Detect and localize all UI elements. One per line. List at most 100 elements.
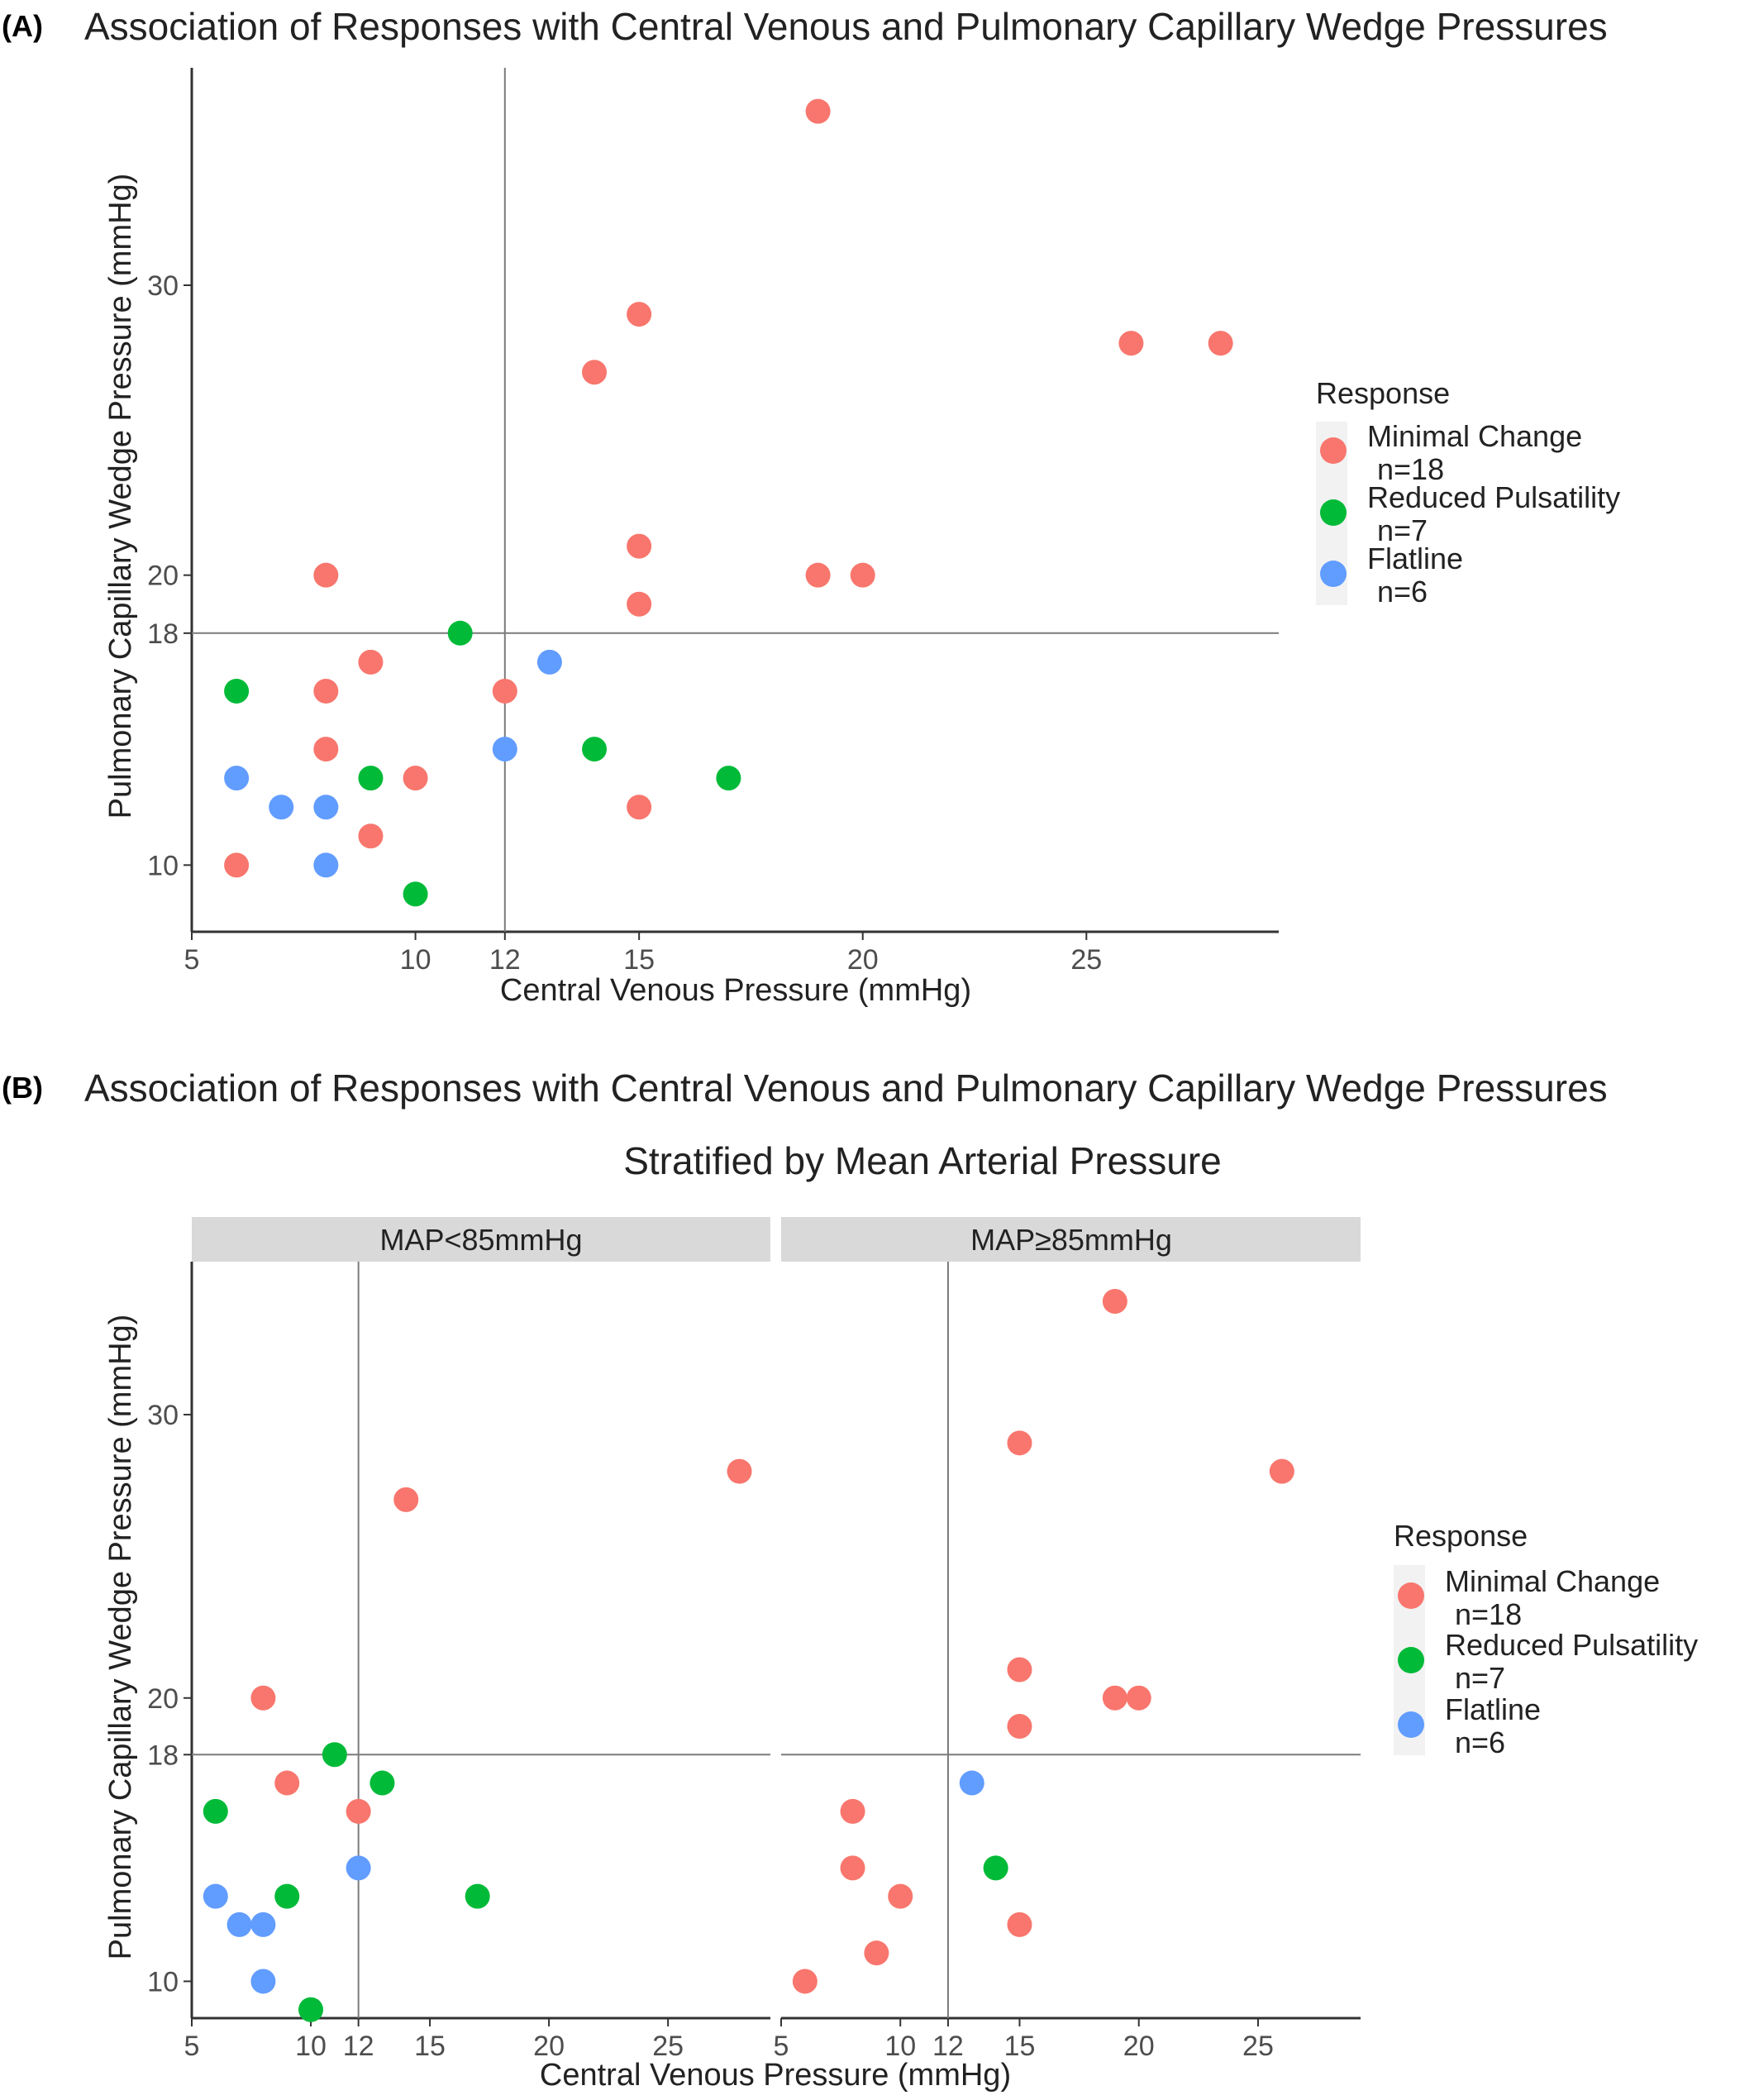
panel-b-legend-label-minimal-change: Minimal Change bbox=[1445, 1564, 1660, 1598]
panel-a-point-minimal-change bbox=[313, 678, 339, 704]
panel-b-right-x-tick-label: 15 bbox=[1004, 2031, 1036, 2062]
panel-b-left-point-reduced-pulsatility bbox=[322, 1742, 347, 1768]
panel-b-right-point-minimal-change bbox=[840, 1798, 865, 1824]
panel-b-left-y-tick-label: 20 bbox=[147, 1683, 179, 1715]
panel-b-right-point-minimal-change bbox=[1007, 1657, 1032, 1682]
panel-a-title: Association of Responses with Central Ve… bbox=[84, 5, 1608, 48]
panel-b-left-y-tick-label: 30 bbox=[147, 1400, 179, 1431]
panel-b-right-point-minimal-change bbox=[1007, 1430, 1032, 1456]
panel-a-legend-key-minimal-change bbox=[1320, 437, 1347, 464]
facet-strip-map-high bbox=[781, 1217, 1361, 1262]
panel-b-y-axis-label: Pulmonary Capillary Wedge Pressure (mmHg… bbox=[103, 1315, 138, 1960]
panel-b-left-point-reduced-pulsatility bbox=[298, 1997, 324, 2022]
panel-b-left-y-tick-label: 18 bbox=[147, 1740, 179, 1771]
panel-b-right-point-minimal-change bbox=[792, 1969, 818, 1994]
panel-b-left-x-tick-label: 5 bbox=[184, 2031, 200, 2062]
panel-a-legend-label-flatline: Flatline bbox=[1367, 542, 1463, 575]
panel-b-left-point-flatline bbox=[250, 1911, 276, 1937]
panel-a-point-minimal-change bbox=[805, 562, 831, 588]
panel-a-point-minimal-change bbox=[850, 562, 875, 588]
panel-b-right-point-flatline bbox=[959, 1770, 984, 1796]
panel-a-x-ticks: 5 10 12 15 20 25 bbox=[184, 932, 1102, 976]
panel-b-legend-key-minimal-change bbox=[1398, 1582, 1424, 1609]
panel-a-legend-key-reduced-pulsatility bbox=[1320, 499, 1347, 526]
panel-b-left-point-minimal-change bbox=[393, 1487, 419, 1512]
panel-b-left-point-reduced-pulsatility bbox=[203, 1798, 228, 1824]
panel-a-point-minimal-change bbox=[403, 766, 428, 791]
panel-a-y-ticks: 10 18 20 30 bbox=[147, 270, 192, 881]
panel-b-left-x-tick-label: 25 bbox=[652, 2031, 684, 2062]
panel-b-subtitle: Stratified by Mean Arterial Pressure bbox=[623, 1139, 1222, 1182]
panel-b-left-point-flatline bbox=[203, 1883, 228, 1909]
panel-a-point-reduced-pulsatility bbox=[716, 766, 741, 791]
panel-a-point-minimal-change bbox=[805, 98, 831, 124]
panel-a-legend-count-minimal-change: n=18 bbox=[1377, 452, 1444, 486]
panel-b-left-reference-lines bbox=[192, 1262, 770, 2018]
panel-a-x-tick-label: 20 bbox=[847, 944, 879, 976]
panel-a-point-minimal-change bbox=[358, 823, 384, 849]
panel-b-legend-count-flatline: n=6 bbox=[1455, 1725, 1505, 1759]
panel-a-reference-lines bbox=[192, 68, 1279, 932]
panel-b-right-x-tick-label: 10 bbox=[884, 2031, 916, 2062]
panel-b-title: Association of Responses with Central Ve… bbox=[84, 1067, 1608, 1110]
panel-a-letter: (A) bbox=[2, 9, 43, 43]
panel-b-legend-count-minimal-change: n=18 bbox=[1455, 1597, 1522, 1631]
panel-b-right-x-tick-label: 20 bbox=[1123, 2031, 1155, 2062]
panel-a-x-tick-label: 12 bbox=[489, 944, 521, 976]
panel-b-legend-title: Response bbox=[1394, 1519, 1528, 1553]
panel-b-right-point-minimal-change bbox=[888, 1883, 913, 1909]
panel-b-right-point-minimal-change bbox=[840, 1855, 865, 1881]
panel-a-x-axis-label: Central Venous Pressure (mmHg) bbox=[500, 973, 971, 1008]
panel-b-left-y-tick-label: 10 bbox=[147, 1966, 179, 1997]
panel-b-legend-key-flatline bbox=[1398, 1711, 1424, 1738]
facet-strip-label-map-low: MAP<85mmHg bbox=[379, 1223, 582, 1257]
panel-b-x-axis-label: Central Venous Pressure (mmHg) bbox=[540, 2058, 1011, 2093]
panel-b-right-x-ticks: 5 10 12 15 20 25 bbox=[774, 2018, 1274, 2062]
panel-b-left-point-minimal-change bbox=[727, 1458, 752, 1484]
panel-b-right-point-minimal-change bbox=[1269, 1458, 1294, 1484]
panel-a-legend-label-reduced-pulsatility: Reduced Pulsatility bbox=[1367, 480, 1620, 514]
panel-b-left-point-minimal-change bbox=[274, 1770, 300, 1796]
panel-b-legend-label-reduced-pulsatility: Reduced Pulsatility bbox=[1445, 1628, 1698, 1662]
panel-a-point-reduced-pulsatility bbox=[447, 620, 473, 646]
facet-strip-label-map-high: MAP≥85mmHg bbox=[970, 1223, 1172, 1257]
panel-b-left-plot: 10 18 20 30 5 10 12 15 20 25 bbox=[147, 1262, 770, 2062]
panel-a-plot: 10 18 20 30 5 10 12 15 20 25 Central Venous Pres… bbox=[103, 68, 1279, 1008]
panel-b-left-x-tick-label: 15 bbox=[414, 2031, 446, 2062]
panel-a-point-minimal-change bbox=[1118, 331, 1144, 356]
panel-a-point-minimal-change bbox=[313, 737, 339, 762]
panel-b-left-point-flatline bbox=[250, 1969, 276, 1994]
panel-a-y-axis-label: Pulmonary Capillary Wedge Pressure (mmHg… bbox=[103, 174, 138, 819]
panel-b-left-point-reduced-pulsatility bbox=[369, 1770, 395, 1796]
panel-b-right-x-tick-label: 25 bbox=[1242, 2031, 1274, 2062]
panel-a-point-minimal-change bbox=[1208, 331, 1233, 356]
panel-a-legend: Response Minimal Change n=18 Reduced Pul… bbox=[1316, 376, 1620, 609]
panel-a-x-tick-label: 15 bbox=[623, 944, 655, 976]
panel-b-left-point-minimal-change bbox=[250, 1685, 276, 1711]
panel-b-left-points bbox=[203, 1458, 752, 2022]
panel-b-legend-key-reduced-pulsatility bbox=[1398, 1647, 1424, 1673]
panel-b-right-point-minimal-change bbox=[1007, 1911, 1032, 1937]
panel-a-point-reduced-pulsatility bbox=[224, 678, 250, 704]
panel-a-point-minimal-change bbox=[358, 649, 384, 675]
panel-a-point-flatline bbox=[313, 795, 339, 820]
panel-b-left-point-minimal-change bbox=[346, 1798, 371, 1824]
panel-a-point-minimal-change bbox=[627, 591, 652, 617]
panel-a-x-tick-label: 25 bbox=[1070, 944, 1102, 976]
panel-a-point-flatline bbox=[492, 737, 517, 762]
panel-b-right-point-minimal-change bbox=[1102, 1288, 1127, 1314]
panel-b-right-point-minimal-change bbox=[1007, 1714, 1032, 1740]
panel-b-left-point-reduced-pulsatility bbox=[465, 1883, 490, 1909]
panel-b-left-x-ticks: 5 10 12 15 20 25 bbox=[184, 2018, 684, 2062]
panel-a-point-minimal-change bbox=[224, 852, 250, 878]
panel-b-left-x-tick-label: 12 bbox=[343, 2031, 374, 2062]
panel-b-left-point-flatline bbox=[226, 1911, 252, 1937]
panel-b-left-point-reduced-pulsatility bbox=[274, 1883, 300, 1909]
panel-a-point-flatline bbox=[313, 852, 339, 878]
panel-b-right-plot: 5 10 12 15 20 25 bbox=[774, 1262, 1361, 2062]
panel-a-point-flatline bbox=[224, 766, 250, 791]
panel-a-y-tick-label: 30 bbox=[147, 270, 179, 302]
panel-b-right-points bbox=[792, 1288, 1294, 1994]
